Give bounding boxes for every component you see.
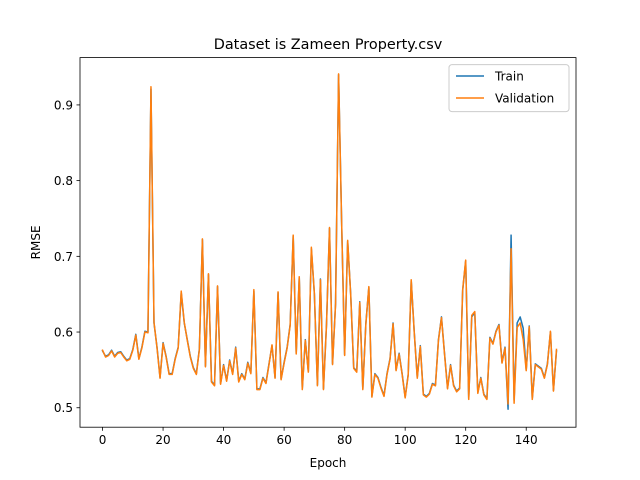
chart-title: Dataset is Zameen Property.csv <box>214 37 443 53</box>
x-tick-label: 100 <box>394 433 417 447</box>
y-tick-label: 0.8 <box>54 174 73 188</box>
x-tick-label: 40 <box>216 433 231 447</box>
y-tick-label: 0.6 <box>54 326 73 340</box>
x-tick-label: 140 <box>515 433 538 447</box>
y-tick-label: 0.7 <box>54 250 73 264</box>
legend-label-train: Train <box>494 70 524 84</box>
series-layer <box>101 73 558 411</box>
x-axis-ticks: 0 20 40 60 80 100 120 140 <box>99 427 538 447</box>
legend-label-validation: Validation <box>495 92 554 106</box>
y-axis-ticks: 0.5 0.6 0.7 0.8 0.9 <box>54 98 80 415</box>
series-line-validation <box>101 73 558 405</box>
legend: Train Validation <box>448 64 570 113</box>
x-tick-label: 60 <box>276 433 291 447</box>
x-tick-label: 120 <box>454 433 477 447</box>
x-tick-label: 0 <box>99 433 107 447</box>
plot-area <box>79 57 577 428</box>
axes-frame <box>79 57 577 428</box>
y-tick-label: 0.5 <box>54 401 73 415</box>
x-tick-label: 20 <box>155 433 170 447</box>
y-axis-label: RMSE <box>29 225 43 259</box>
x-axis-label: Epoch <box>310 456 347 470</box>
y-tick-label: 0.9 <box>54 98 73 112</box>
axes-background <box>80 57 576 428</box>
x-tick-label: 80 <box>337 433 352 447</box>
